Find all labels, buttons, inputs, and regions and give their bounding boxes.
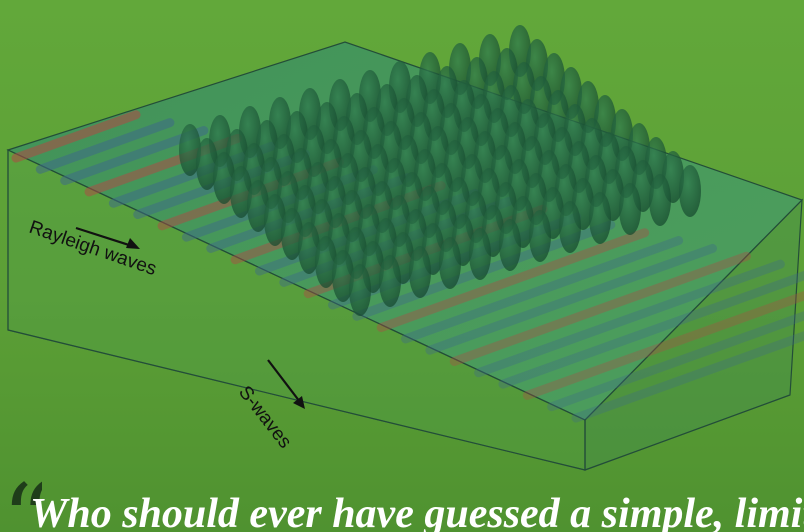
tree	[499, 219, 521, 271]
tree	[349, 264, 371, 316]
tree	[230, 166, 252, 218]
wave-stripe	[35, 118, 175, 174]
wave-stripe	[425, 243, 718, 355]
wave-stripe	[571, 331, 804, 423]
wave-stripe	[376, 228, 650, 333]
tree	[439, 237, 461, 289]
tree	[264, 194, 286, 246]
tree	[379, 255, 401, 307]
wave-stripe	[547, 311, 804, 412]
quote-mark-icon: “	[2, 470, 42, 532]
tree	[213, 152, 235, 204]
box-left-face	[7, 149, 586, 471]
wave-stripe	[522, 290, 804, 400]
tree	[559, 201, 581, 253]
tree	[281, 208, 303, 260]
caption-text: Who should ever have guessed a simple, l…	[30, 491, 804, 532]
rayleigh-arrow	[75, 226, 140, 249]
tree	[247, 180, 269, 232]
tree	[469, 228, 491, 280]
tree	[179, 124, 201, 176]
wave-stripe	[449, 251, 751, 366]
tree-array	[179, 25, 701, 316]
tree	[589, 192, 611, 244]
wave-stripe	[474, 259, 785, 378]
tree	[315, 236, 337, 288]
tree	[679, 165, 701, 217]
tree	[529, 210, 551, 262]
tree	[619, 183, 641, 235]
wave-stripe	[401, 236, 684, 344]
s-waves-arrow	[267, 359, 305, 409]
tree	[649, 174, 671, 226]
tree	[298, 222, 320, 274]
tree	[196, 138, 218, 190]
wave-stripe	[11, 110, 141, 163]
tree	[409, 246, 431, 298]
tree	[332, 250, 354, 302]
wave-stripe	[498, 270, 804, 389]
